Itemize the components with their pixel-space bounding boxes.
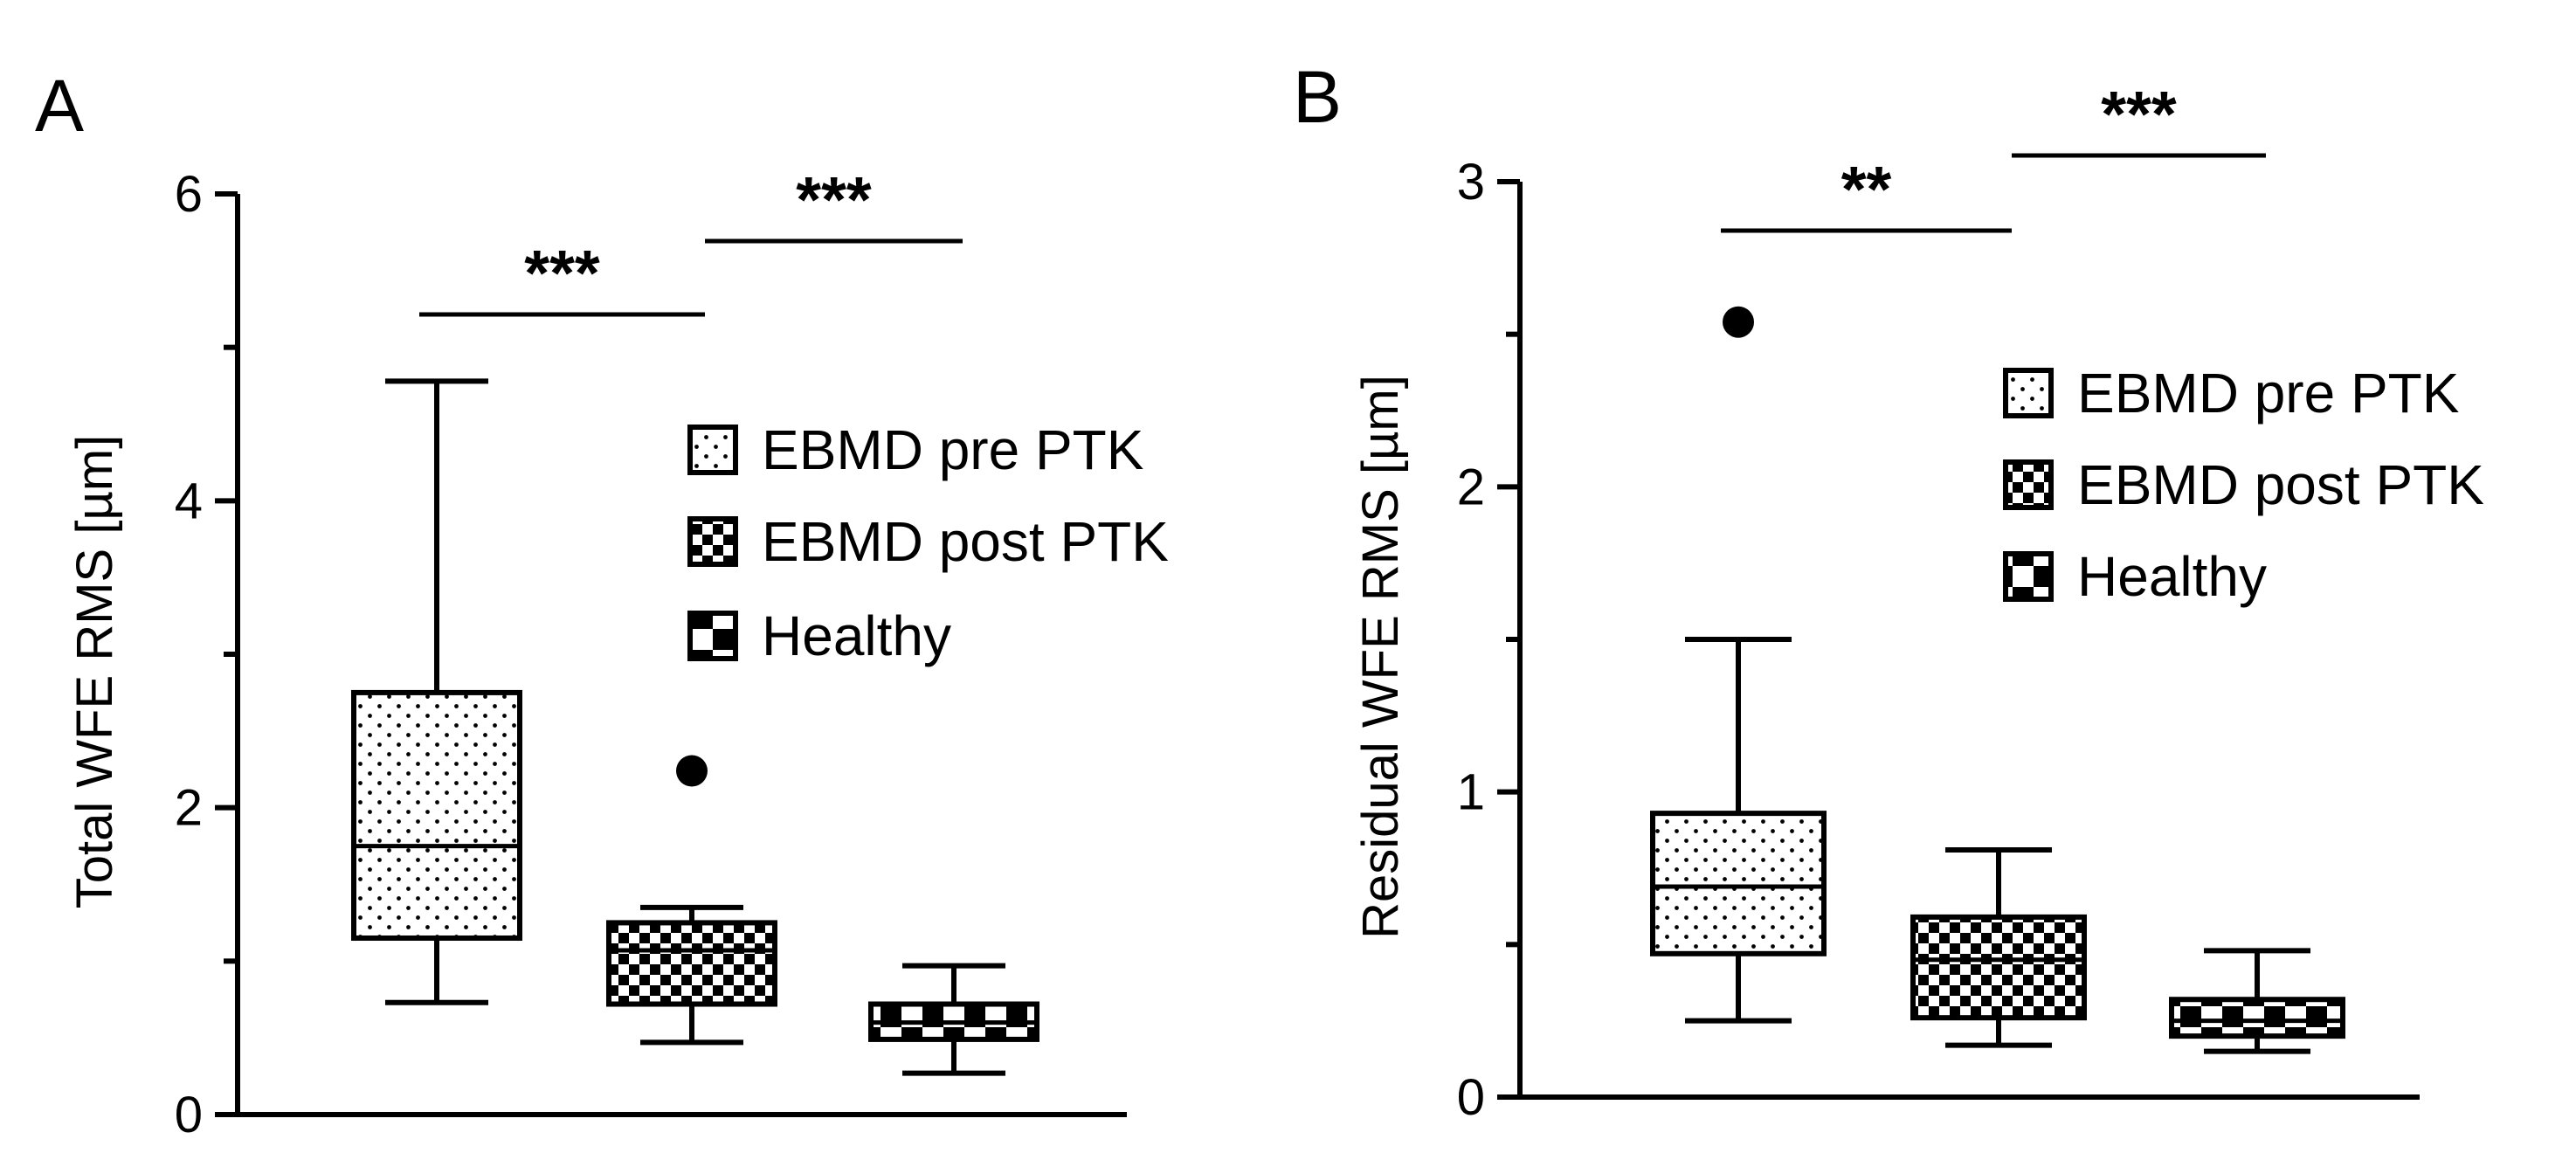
- y-axis-label: Total WFE RMS [µm]: [66, 435, 123, 909]
- y-tick-label: 1: [1457, 764, 1485, 821]
- box-large-checker: [2169, 948, 2345, 1054]
- y-tick-label: 4: [175, 473, 203, 529]
- box-dots: [1650, 306, 1827, 1024]
- significance-label: ***: [796, 163, 872, 236]
- box-large-checker: [868, 963, 1039, 1076]
- box-checker: [606, 755, 777, 1046]
- significance-label: **: [1841, 153, 1892, 225]
- legend-swatch: [687, 611, 738, 661]
- iqr-box: [2169, 997, 2345, 1039]
- significance-label: ***: [2101, 78, 2177, 150]
- legend-label: EBMD post PTK: [762, 510, 1169, 573]
- outlier-point: [676, 755, 708, 787]
- y-tick-label: 0: [1457, 1069, 1485, 1126]
- legend-swatch: [2003, 551, 2054, 602]
- iqr-box: [1910, 914, 2087, 1021]
- y-tick-label: 3: [1457, 154, 1485, 211]
- iqr-box: [351, 689, 522, 941]
- legend-label: EBMD pre PTK: [762, 418, 1143, 481]
- panel-letter: B: [1293, 56, 1342, 138]
- legend-label: Healthy: [762, 604, 951, 667]
- legend-swatch: [687, 516, 738, 567]
- y-axis-label: Residual WFE RMS [µm]: [1352, 375, 1409, 939]
- legend-label: EBMD pre PTK: [2077, 362, 2459, 425]
- iqr-box: [1650, 811, 1827, 956]
- legend-swatch: [687, 425, 738, 475]
- y-tick-label: 2: [175, 780, 203, 837]
- legend-swatch: [2003, 459, 2054, 510]
- y-tick-label: 0: [175, 1087, 203, 1143]
- outlier-point: [1723, 306, 1754, 338]
- legend-label: EBMD post PTK: [2077, 453, 2484, 516]
- legend-swatch: [2003, 368, 2054, 418]
- significance-label: ***: [524, 237, 600, 309]
- panel-letter: A: [35, 65, 84, 147]
- panel-a-chart: A 0 2 4 6 Total WFE RMS [µm] *** *** EBMD pre PT…: [35, 65, 1169, 1143]
- y-tick-label: 6: [175, 166, 203, 223]
- y-tick-label: 2: [1457, 459, 1485, 515]
- box-dots: [351, 378, 522, 1005]
- legend-label: Healthy: [2077, 545, 2267, 608]
- iqr-box: [606, 920, 777, 1007]
- box-checker: [1910, 847, 2087, 1048]
